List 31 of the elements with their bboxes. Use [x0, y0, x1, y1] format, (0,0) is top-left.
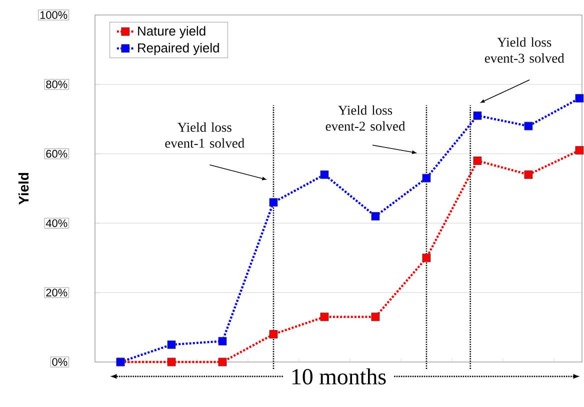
- point: [218, 358, 227, 366]
- legend-label: Repaired yield: [138, 42, 219, 56]
- x-axis-title: 10 months: [292, 368, 386, 384]
- point: [371, 312, 380, 322]
- y-tick-label: 40%: [46, 219, 68, 228]
- point: [575, 94, 584, 103]
- y-tick-label: 100%: [40, 11, 68, 19]
- point: [320, 170, 329, 179]
- point: [269, 330, 278, 338]
- point: [575, 146, 584, 155]
- y-tick-label: 0%: [52, 358, 68, 366]
- point: [524, 170, 533, 179]
- point: [269, 198, 278, 207]
- point: [473, 156, 482, 165]
- point: [524, 122, 533, 130]
- legend-label: Nature yield: [138, 26, 206, 38]
- point: [320, 312, 329, 322]
- y-tick-label: 20%: [46, 288, 68, 296]
- annotation: Yield loss event-2 solved: [326, 105, 406, 131]
- y-axis-title: Yield: [18, 173, 29, 205]
- point: [422, 254, 431, 262]
- point: [422, 174, 431, 182]
- annotation: Yield loss event-1 solved: [165, 122, 244, 148]
- point: [167, 358, 176, 366]
- point: [167, 340, 176, 349]
- point: [371, 212, 380, 221]
- point: [473, 111, 482, 120]
- point: [218, 336, 227, 346]
- y-tick-label: 80%: [46, 80, 68, 88]
- y-tick-label: 60%: [46, 150, 68, 158]
- annotation: Yield loss event-3 solved: [484, 37, 564, 63]
